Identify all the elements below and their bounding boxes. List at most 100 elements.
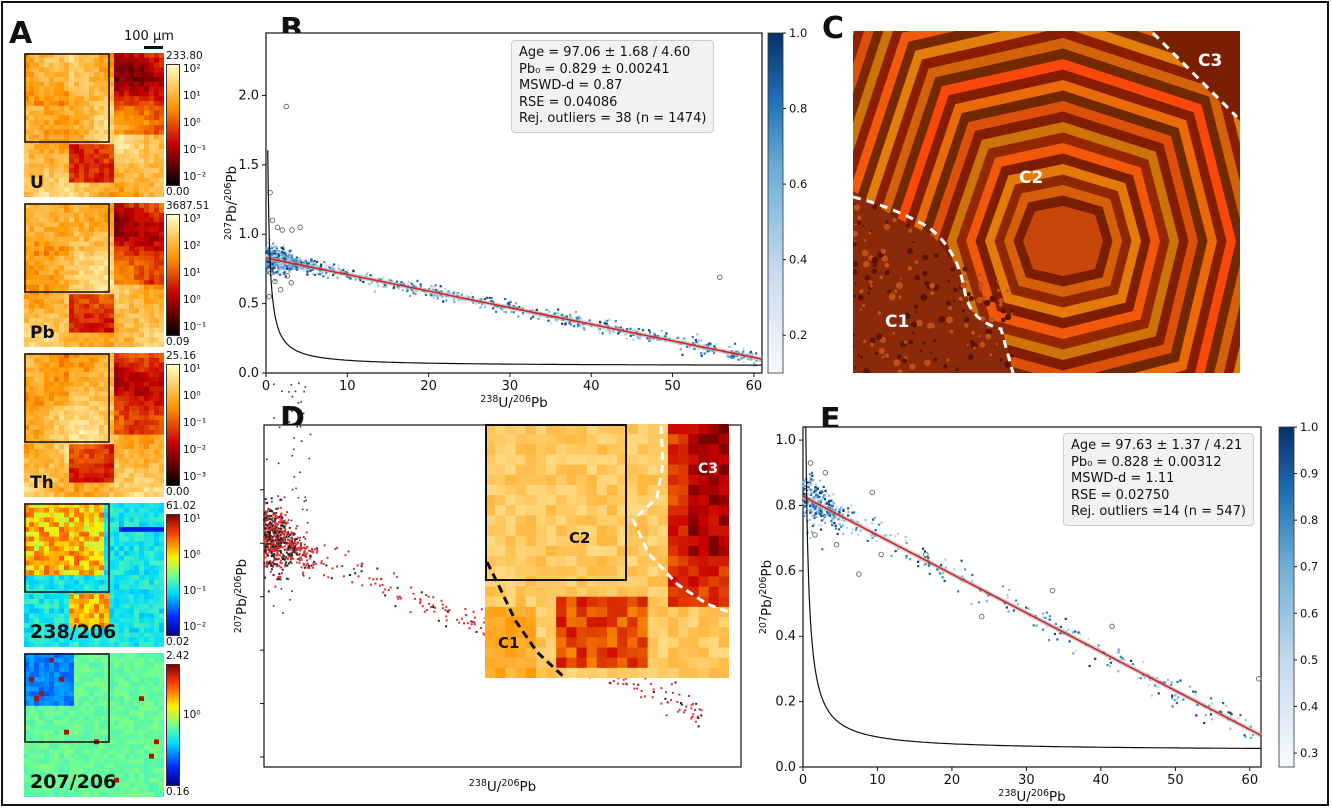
data-point [263, 576, 266, 579]
map-pixel [607, 596, 618, 608]
data-point [624, 333, 627, 336]
data-point [1016, 603, 1019, 606]
data-point [282, 553, 285, 556]
data-point [733, 342, 737, 345]
map-pixel [566, 586, 577, 598]
map-pixel [668, 484, 679, 496]
outlier-point [289, 227, 295, 233]
map-pixel [546, 444, 557, 455]
data-point [985, 600, 988, 603]
data-point [286, 255, 289, 259]
data-point [697, 725, 700, 728]
map-pixel [576, 525, 588, 537]
data-point [970, 602, 973, 606]
map-pixel [708, 434, 720, 445]
map-pixel [647, 454, 659, 466]
map-pixel [495, 657, 506, 669]
zoning-band [1023, 206, 1103, 276]
map-pixel [525, 586, 537, 598]
data-point [276, 578, 279, 581]
data-point [306, 270, 309, 273]
grain [970, 340, 975, 344]
x-tick-label: 60 [746, 379, 763, 394]
data-point [916, 560, 920, 563]
data-point [700, 709, 703, 712]
grain [857, 294, 864, 301]
map-pixel [535, 454, 547, 466]
data-point [696, 333, 699, 336]
data-point [828, 503, 831, 506]
map-pixel [535, 566, 547, 577]
data-point [390, 279, 393, 282]
map-pixel [657, 576, 669, 588]
map-pixel [688, 454, 699, 466]
data-point [273, 533, 276, 536]
map-pixel [515, 545, 527, 557]
map-pixel [576, 505, 588, 516]
data-point [842, 509, 845, 512]
map-pixel [657, 444, 669, 455]
data-point [275, 517, 278, 520]
data-point [703, 352, 706, 355]
data-point [263, 556, 266, 559]
data-point [494, 310, 498, 313]
data-point [430, 294, 433, 297]
map-pixel [576, 566, 588, 577]
data-point [1147, 684, 1150, 687]
data-point [275, 512, 278, 515]
data-point [611, 330, 614, 333]
data-point [814, 504, 817, 508]
data-point [850, 532, 854, 535]
data-point [1237, 717, 1240, 720]
map-pixel [627, 606, 638, 618]
data-point [282, 245, 285, 248]
map-pixel [525, 495, 537, 506]
data-point [287, 519, 290, 521]
data-point [306, 262, 309, 265]
map-pixel [688, 647, 699, 659]
map-pixel [607, 525, 618, 537]
data-point [873, 516, 876, 520]
data-point [944, 558, 947, 561]
data-point [272, 547, 275, 550]
data-point [298, 552, 301, 555]
data-point [303, 500, 306, 503]
map-pixel [505, 586, 516, 598]
data-point [971, 573, 974, 577]
data-point [277, 249, 280, 253]
data-point [918, 559, 922, 562]
data-point [455, 292, 458, 295]
data-point [625, 682, 628, 685]
map-pixel [546, 535, 557, 547]
data-point [281, 531, 284, 534]
data-point [283, 539, 286, 542]
data-point [300, 261, 303, 264]
data-point [316, 547, 319, 550]
data-point [352, 567, 355, 570]
data-point [864, 519, 867, 522]
map-pixel [556, 586, 567, 598]
map-pixel [698, 545, 710, 557]
x-tick-label: 30 [1018, 773, 1035, 788]
data-point [270, 246, 273, 250]
grain [978, 286, 984, 292]
data-point [854, 528, 858, 531]
grain [922, 254, 929, 261]
data-point [274, 544, 277, 547]
map-pixel [556, 515, 567, 527]
map-pixel [576, 647, 588, 659]
data-point [279, 546, 282, 549]
data-point [821, 512, 824, 515]
data-point [1204, 714, 1207, 717]
data-point [277, 531, 280, 534]
map-pixel [596, 556, 608, 567]
map-pixel [607, 586, 618, 598]
data-point [311, 272, 315, 276]
data-point [813, 516, 816, 520]
data-point [941, 576, 944, 579]
data-point [1097, 644, 1100, 647]
map-pixel [596, 444, 608, 455]
grain [906, 248, 913, 255]
data-point [264, 550, 267, 553]
map-pixel [596, 505, 608, 516]
